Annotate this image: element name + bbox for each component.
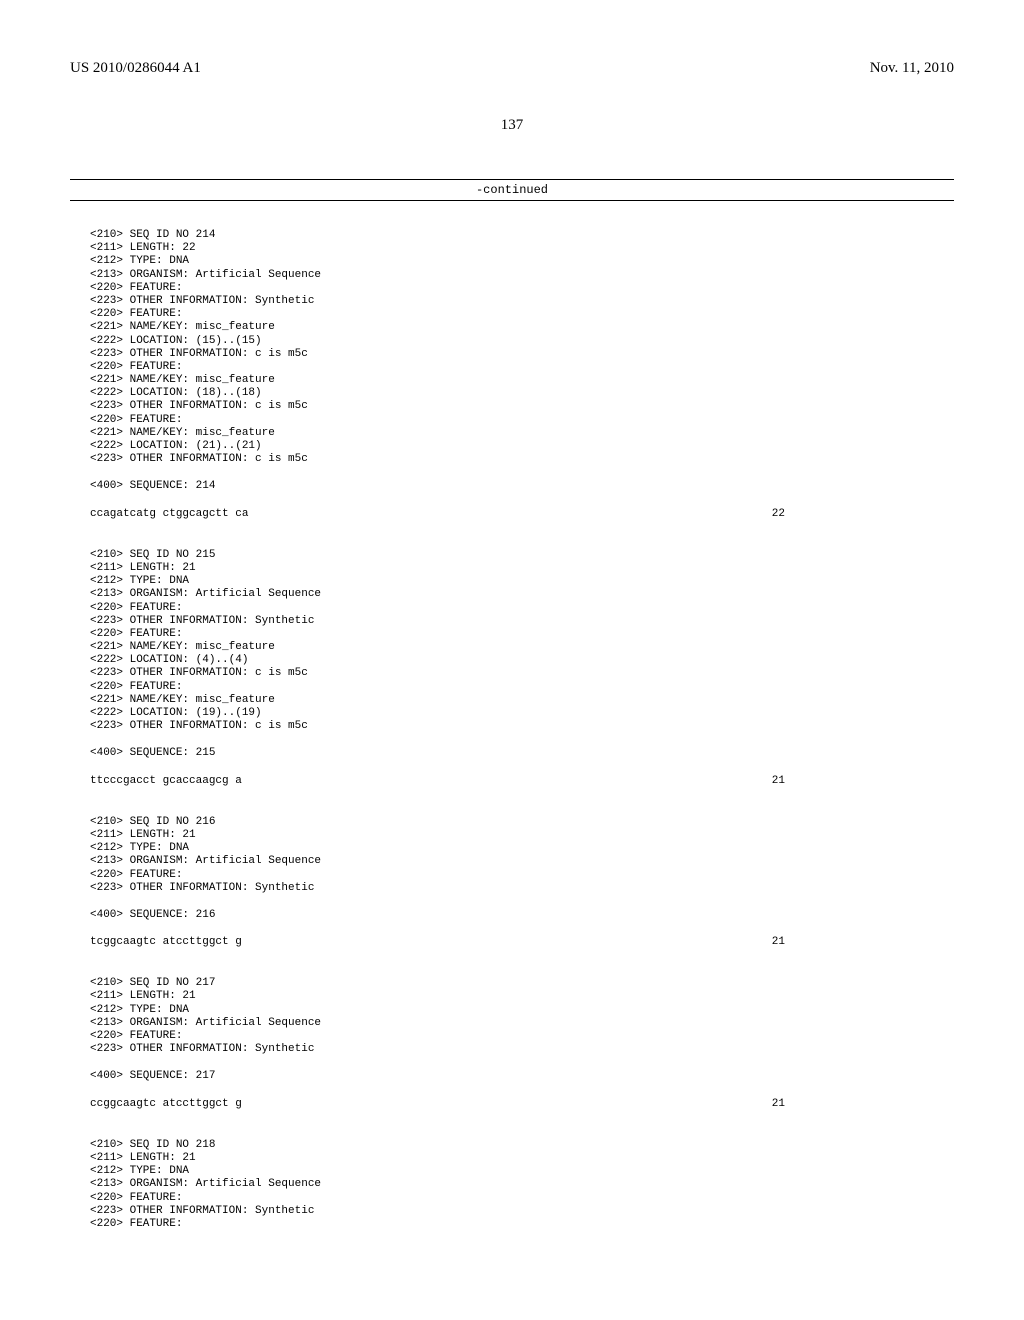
meta-line: <211> LENGTH: 21 bbox=[90, 829, 954, 842]
spacer bbox=[90, 788, 954, 816]
meta-line: <223> OTHER INFORMATION: Synthetic bbox=[90, 1205, 954, 1218]
meta-line: <223> OTHER INFORMATION: c is m5c bbox=[90, 348, 954, 361]
sequence-row: ccagatcatg ctggcagctt ca 22 bbox=[90, 508, 785, 521]
meta-line: <210> SEQ ID NO 215 bbox=[90, 549, 954, 562]
meta-line: <210> SEQ ID NO 214 bbox=[90, 229, 954, 242]
meta-line: <220> FEATURE: bbox=[90, 1030, 954, 1043]
meta-line: <213> ORGANISM: Artificial Sequence bbox=[90, 269, 954, 282]
meta-line: <220> FEATURE: bbox=[90, 1218, 954, 1231]
meta-line: <220> FEATURE: bbox=[90, 414, 954, 427]
meta-line: <223> OTHER INFORMATION: c is m5c bbox=[90, 400, 954, 413]
spacer bbox=[90, 521, 954, 549]
sequence-meta-block: <210> SEQ ID NO 217<211> LENGTH: 21<212>… bbox=[90, 977, 954, 1056]
sequence-length: 21 bbox=[772, 1098, 785, 1111]
continued-banner: -continued bbox=[70, 179, 954, 201]
meta-line: <220> FEATURE: bbox=[90, 308, 954, 321]
sequence-row: ccggcaagtc atccttggct g 21 bbox=[90, 1098, 785, 1111]
meta-line: <213> ORGANISM: Artificial Sequence bbox=[90, 855, 954, 868]
sequence-length: 21 bbox=[772, 775, 785, 788]
page-header: US 2010/0286044 A1 Nov. 11, 2010 bbox=[70, 60, 954, 77]
sequence-text: ttcccgacct gcaccaagcg a bbox=[90, 775, 242, 788]
sequence-meta-block: <210> SEQ ID NO 215<211> LENGTH: 21<212>… bbox=[90, 549, 954, 734]
sequence-listing: <210> SEQ ID NO 214<211> LENGTH: 22<212>… bbox=[70, 229, 954, 1231]
sequence-meta-block: <210> SEQ ID NO 218<211> LENGTH: 21<212>… bbox=[90, 1139, 954, 1231]
meta-line: <211> LENGTH: 21 bbox=[90, 990, 954, 1003]
meta-line: <220> FEATURE: bbox=[90, 602, 954, 615]
meta-line: <212> TYPE: DNA bbox=[90, 1004, 954, 1017]
publication-number: US 2010/0286044 A1 bbox=[70, 60, 201, 77]
meta-line: <220> FEATURE: bbox=[90, 681, 954, 694]
meta-line: <213> ORGANISM: Artificial Sequence bbox=[90, 588, 954, 601]
spacer bbox=[90, 949, 954, 977]
meta-line: <221> NAME/KEY: misc_feature bbox=[90, 694, 954, 707]
sequence-row: ttcccgacct gcaccaagcg a 21 bbox=[90, 775, 785, 788]
meta-line: <221> NAME/KEY: misc_feature bbox=[90, 321, 954, 334]
meta-line: <213> ORGANISM: Artificial Sequence bbox=[90, 1017, 954, 1030]
meta-line: <212> TYPE: DNA bbox=[90, 575, 954, 588]
sequence-text: ccagatcatg ctggcagctt ca bbox=[90, 508, 248, 521]
sequence-length: 22 bbox=[772, 508, 785, 521]
meta-line: <212> TYPE: DNA bbox=[90, 842, 954, 855]
meta-line: <220> FEATURE: bbox=[90, 282, 954, 295]
sequence-label: <400> SEQUENCE: 216 bbox=[90, 909, 954, 922]
meta-line: <210> SEQ ID NO 216 bbox=[90, 816, 954, 829]
meta-line: <223> OTHER INFORMATION: c is m5c bbox=[90, 720, 954, 733]
meta-line: <220> FEATURE: bbox=[90, 628, 954, 641]
sequence-text: tcggcaagtc atccttggct g bbox=[90, 936, 242, 949]
meta-line: <212> TYPE: DNA bbox=[90, 1165, 954, 1178]
meta-line: <223> OTHER INFORMATION: Synthetic bbox=[90, 295, 954, 308]
sequence-row: tcggcaagtc atccttggct g 21 bbox=[90, 936, 785, 949]
meta-line: <220> FEATURE: bbox=[90, 1192, 954, 1205]
meta-line: <223> OTHER INFORMATION: Synthetic bbox=[90, 615, 954, 628]
meta-line: <220> FEATURE: bbox=[90, 361, 954, 374]
meta-line: <221> NAME/KEY: misc_feature bbox=[90, 641, 954, 654]
meta-line: <223> OTHER INFORMATION: c is m5c bbox=[90, 453, 954, 466]
meta-line: <222> LOCATION: (18)..(18) bbox=[90, 387, 954, 400]
meta-line: <222> LOCATION: (15)..(15) bbox=[90, 335, 954, 348]
page-number: 137 bbox=[70, 117, 954, 134]
sequence-label: <400> SEQUENCE: 217 bbox=[90, 1070, 954, 1083]
spacer bbox=[90, 1111, 954, 1139]
meta-line: <221> NAME/KEY: misc_feature bbox=[90, 427, 954, 440]
sequence-length: 21 bbox=[772, 936, 785, 949]
meta-line: <210> SEQ ID NO 217 bbox=[90, 977, 954, 990]
publication-date: Nov. 11, 2010 bbox=[870, 60, 954, 77]
sequence-label: <400> SEQUENCE: 214 bbox=[90, 480, 954, 493]
meta-line: <212> TYPE: DNA bbox=[90, 255, 954, 268]
meta-line: <220> FEATURE: bbox=[90, 869, 954, 882]
meta-line: <222> LOCATION: (21)..(21) bbox=[90, 440, 954, 453]
meta-line: <211> LENGTH: 22 bbox=[90, 242, 954, 255]
meta-line: <223> OTHER INFORMATION: c is m5c bbox=[90, 667, 954, 680]
meta-line: <223> OTHER INFORMATION: Synthetic bbox=[90, 1043, 954, 1056]
meta-line: <211> LENGTH: 21 bbox=[90, 562, 954, 575]
sequence-meta-block: <210> SEQ ID NO 216<211> LENGTH: 21<212>… bbox=[90, 816, 954, 895]
sequence-text: ccggcaagtc atccttggct g bbox=[90, 1098, 242, 1111]
sequence-label: <400> SEQUENCE: 215 bbox=[90, 747, 954, 760]
meta-line: <223> OTHER INFORMATION: Synthetic bbox=[90, 882, 954, 895]
patent-page: US 2010/0286044 A1 Nov. 11, 2010 137 -co… bbox=[0, 0, 1024, 1320]
meta-line: <210> SEQ ID NO 218 bbox=[90, 1139, 954, 1152]
meta-line: <221> NAME/KEY: misc_feature bbox=[90, 374, 954, 387]
meta-line: <213> ORGANISM: Artificial Sequence bbox=[90, 1178, 954, 1191]
meta-line: <222> LOCATION: (4)..(4) bbox=[90, 654, 954, 667]
sequence-meta-block: <210> SEQ ID NO 214<211> LENGTH: 22<212>… bbox=[90, 229, 954, 466]
meta-line: <211> LENGTH: 21 bbox=[90, 1152, 954, 1165]
meta-line: <222> LOCATION: (19)..(19) bbox=[90, 707, 954, 720]
